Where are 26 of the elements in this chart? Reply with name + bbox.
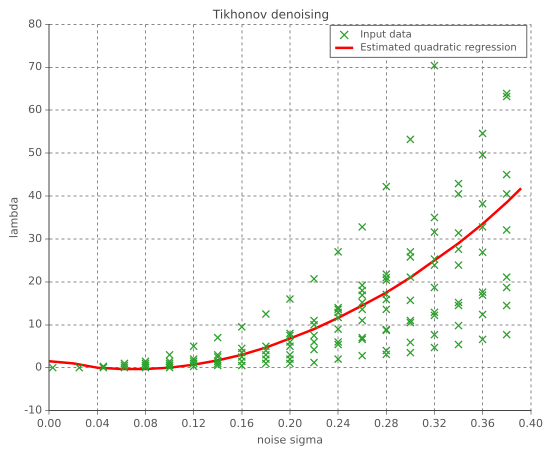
x-axis-title: noise sigma (256, 433, 323, 446)
x-tick-label: 0.04 (85, 417, 110, 430)
chart-title: Tikhonov denoising (212, 7, 330, 22)
x-tick-label: 0.12 (181, 417, 206, 430)
legend-label: Input data (360, 29, 412, 40)
y-tick-label: 0 (35, 360, 42, 374)
y-tick-label: 50 (28, 146, 42, 159)
y-tick-label: 30 (28, 232, 42, 245)
legend-label: Estimated quadratic regression (360, 42, 517, 54)
y-axis-title: lambda (7, 196, 20, 238)
y-tick-label: 70 (28, 60, 42, 74)
x-tick-label: 0.32 (422, 417, 447, 430)
y-tick-label: -10 (24, 403, 42, 416)
x-tick-label: 0.40 (518, 417, 544, 430)
x-tick-label: 0.00 (36, 417, 62, 430)
x-tick-label: 0.28 (374, 417, 399, 430)
y-tick-label: 40 (28, 188, 42, 202)
x-tick-label: 0.20 (278, 417, 302, 430)
y-tick-label: 60 (28, 103, 42, 116)
y-tick-label: 80 (28, 17, 42, 30)
y-tick-label: 10 (28, 318, 42, 331)
x-tick-label: 0.08 (133, 417, 158, 430)
y-tick-label: 20 (28, 274, 42, 288)
x-tick-label: 0.24 (326, 417, 350, 430)
x-tick-label: 0.16 (230, 417, 254, 430)
x-tick-label: 0.36 (470, 417, 495, 430)
